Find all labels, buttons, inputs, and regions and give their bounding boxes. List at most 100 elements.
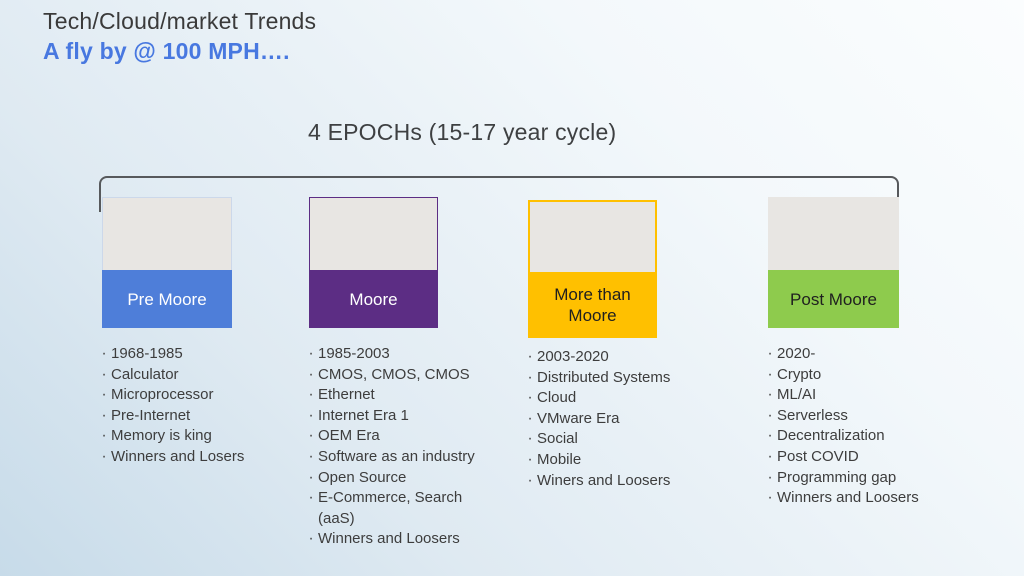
epoch-box-placeholder: [309, 197, 438, 270]
bullet-item: · Programming gap: [763, 468, 963, 489]
bullet-item: · Winners and Loosers: [304, 529, 476, 550]
epoch-bullet-list: · 2020- · Crypto · ML/AI · Serverless · Decentral…: [763, 344, 963, 509]
bullet-item: · ML/AI: [763, 385, 963, 406]
bullet-item: · Serverless: [763, 406, 963, 427]
bullet-item: · Winners and Loosers: [763, 488, 963, 509]
bullet-item: · Internet Era 1: [304, 406, 476, 427]
bullet-item: · VMware Era: [523, 409, 723, 430]
bullet-text: 2020-: [777, 345, 816, 362]
bullet-text: Pre-Internet: [111, 406, 191, 424]
bullet-text: OEM Era: [318, 427, 380, 445]
bullet-item: · Ethernet: [304, 385, 476, 406]
epoch-bullet-list: · 2003-2020 · Distributed Systems · Cloud · VMw…: [523, 347, 723, 491]
bullet-text: E-Commerce, Search (aaS): [318, 489, 463, 527]
bullet-item: · Distributed Systems: [523, 368, 723, 389]
bullet-dot: ·: [527, 430, 533, 448]
bullet-item: · Cloud: [523, 388, 723, 409]
epoch-label-band: Moore: [309, 270, 438, 328]
bullet-text: Mobile: [537, 450, 582, 468]
bullet-dot: ·: [101, 406, 107, 424]
bullet-text: Winers and Loosers: [537, 471, 671, 489]
bullet-dot: ·: [308, 468, 314, 486]
epoch-column-4: Post Moore · 2020- · Crypto · ML/AI · Serverles…: [767, 197, 919, 506]
title-block: Tech/Cloud/market Trends A fly by @ 100 …: [43, 7, 316, 66]
bullet-item: · OEM Era: [304, 426, 476, 447]
bullet-dot: ·: [101, 365, 107, 383]
bullet-text: Calculator: [111, 365, 179, 383]
bullet-text: Winners and Losers: [111, 447, 245, 465]
bullet-dot: ·: [527, 409, 533, 427]
bullet-text: Microprocessor: [111, 386, 214, 404]
bullet-item: · Decentralization: [763, 426, 963, 447]
bullet-text: Internet Era 1: [318, 406, 409, 424]
bullet-dot: ·: [527, 368, 533, 386]
epoch-box: More than Moore: [528, 200, 657, 338]
epoch-box-placeholder: [528, 200, 657, 272]
bullet-dot: ·: [101, 386, 107, 404]
bullet-dot: ·: [308, 530, 314, 548]
bullet-dot: ·: [767, 386, 773, 404]
bullet-item: · Calculator: [97, 365, 297, 386]
epoch-box: Moore: [309, 197, 438, 328]
bullet-dot: ·: [767, 468, 773, 486]
bullet-dot: ·: [767, 447, 773, 465]
bullet-item: · Winers and Loosers: [523, 471, 723, 492]
bullet-item: · Microprocessor: [97, 385, 297, 406]
bullet-text: Decentralization: [777, 427, 885, 445]
epoch-bullet-list: · 1985-2003 · CMOS, CMOS, CMOS · Ethernet · Int…: [304, 344, 476, 550]
bullet-text: Ethernet: [318, 386, 375, 404]
bullet-text: Cloud: [537, 389, 577, 407]
bullet-dot: ·: [308, 427, 314, 445]
bullet-item: · Pre-Internet: [97, 406, 297, 427]
bullet-item: · CMOS, CMOS, CMOS: [304, 365, 476, 386]
bullet-text: Memory is king: [111, 427, 212, 445]
bullet-text: Software as an industry: [318, 447, 475, 465]
epoch-column-3: More than Moore · 2003-2020 · Distributed S…: [527, 200, 670, 489]
bullet-text: 1985-2003: [318, 345, 390, 362]
bullet-text: Crypto: [777, 365, 822, 383]
bullet-text: VMware Era: [537, 409, 620, 427]
bullet-item: · Memory is king: [97, 426, 297, 447]
bullet-dot: ·: [767, 427, 773, 445]
bullet-dot: ·: [308, 386, 314, 404]
bullet-item: · Mobile: [523, 450, 723, 471]
bullet-text: Post COVID: [777, 447, 859, 465]
bullet-dot: ·: [308, 345, 314, 362]
epoch-label: Pre Moore: [127, 289, 207, 309]
bullet-text: 2003-2020: [537, 348, 609, 365]
bullet-text: 1968-1985: [111, 345, 183, 362]
epoch-column-2: Moore · 1985-2003 · CMOS, CMOS, CMOS · Ethern…: [308, 197, 475, 547]
bullet-item: · E-Commerce, Search (aaS): [304, 488, 476, 529]
bullet-dot: ·: [527, 389, 533, 407]
bullet-item: · Software as an industry: [304, 447, 476, 468]
epoch-label-band: Pre Moore: [102, 270, 232, 328]
bullet-text: Social: [537, 430, 578, 448]
epoch-label-band: Post Moore: [768, 270, 899, 328]
bullet-item: · Open Source: [304, 468, 476, 489]
bullet-text: Winners and Loosers: [777, 489, 919, 507]
bullet-text: Programming gap: [777, 468, 897, 486]
bullet-dot: ·: [101, 345, 107, 362]
bullet-dot: ·: [767, 365, 773, 383]
bullet-dot: ·: [767, 406, 773, 424]
bullet-item: · 2003-2020: [523, 347, 723, 368]
bullet-dot: ·: [101, 427, 107, 445]
epoch-box: Pre Moore: [102, 197, 232, 328]
section-heading: 4 EPOCHs (15-17 year cycle): [308, 119, 617, 145]
epoch-column-1: Pre Moore · 1968-1985 · Calculator · Micropro…: [101, 197, 244, 465]
bullet-item: · Winners and Losers: [97, 447, 297, 468]
bullet-dot: ·: [308, 489, 314, 507]
slide-title: Tech/Cloud/market Trends: [43, 8, 317, 34]
bullet-item: · Social: [523, 429, 723, 450]
bullet-item: · 2020-: [763, 344, 963, 365]
epoch-box-placeholder: [768, 197, 899, 270]
epoch-box-placeholder: [102, 197, 232, 270]
bullet-item: · Crypto: [763, 365, 963, 386]
bullet-dot: ·: [308, 406, 314, 424]
epoch-label: Post Moore: [790, 289, 877, 309]
bullet-dot: ·: [527, 348, 533, 365]
bullet-text: CMOS, CMOS, CMOS: [318, 365, 470, 383]
slide-subtitle: A fly by @ 100 MPH….: [43, 38, 290, 64]
bullet-text: Distributed Systems: [537, 368, 671, 386]
